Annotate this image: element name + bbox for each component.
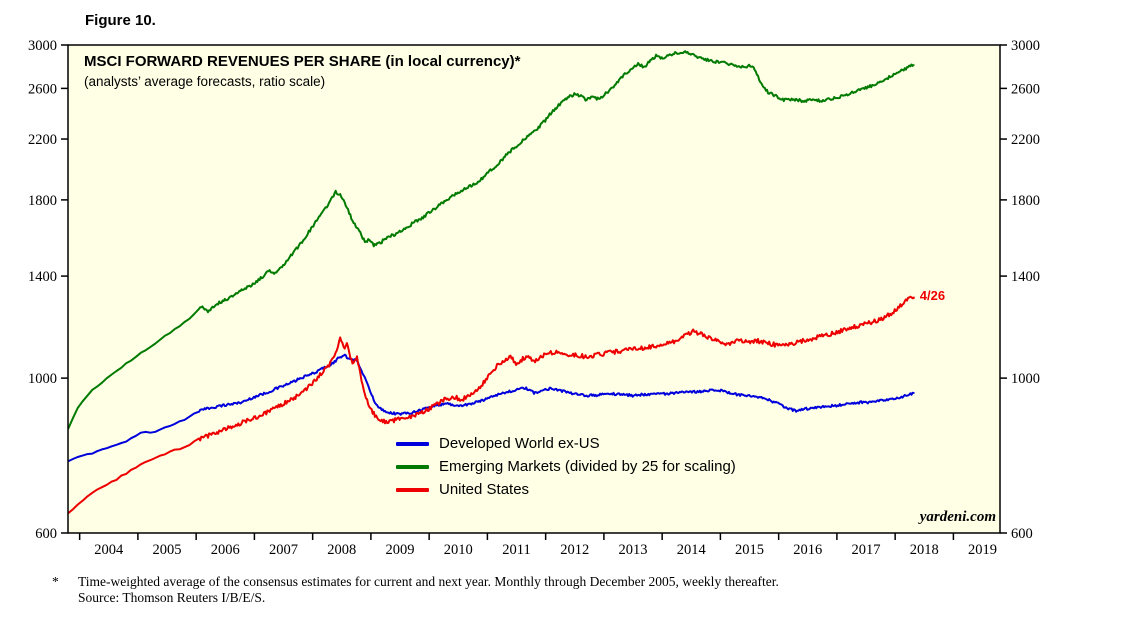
y-tick-label-right: 1000 — [1011, 371, 1040, 387]
latest-value-annotation: 4/26 — [919, 287, 946, 303]
series-line-2 — [68, 295, 915, 515]
legend-swatch-united-states — [396, 487, 429, 492]
x-tick-label: 2004 — [94, 542, 124, 558]
plot-area — [68, 45, 1000, 533]
x-tick-label: 2015 — [735, 542, 764, 558]
x-tick-label: 2013 — [619, 542, 648, 558]
y-tick-label-left: 2200 — [28, 132, 57, 148]
x-tick-label: 2019 — [968, 542, 997, 558]
plot-border — [67, 44, 1001, 534]
x-tick-label: 2010 — [444, 542, 473, 558]
footnote-text: Time-weighted average of the consensus e… — [78, 574, 779, 606]
legend: Developed World ex-US Emerging Markets (… — [396, 435, 736, 498]
chart-title: MSCI FORWARD REVENUES PER SHARE (in loca… — [84, 53, 521, 70]
legend-item-united-states: United States — [396, 481, 736, 498]
x-tick-label: 2007 — [269, 542, 298, 558]
y-tick-label-right: 1800 — [1011, 193, 1040, 209]
x-tick-label: 2006 — [211, 542, 240, 558]
footnote-line1: Time-weighted average of the consensus e… — [78, 574, 779, 589]
x-tick-label: 2011 — [502, 542, 530, 558]
legend-item-emerging-markets: Emerging Markets (divided by 25 for scal… — [396, 458, 736, 475]
x-tick-label: 2009 — [386, 542, 415, 558]
chart-subtitle: (analysts’ average forecasts, ratio scal… — [84, 74, 326, 89]
x-tick-label: 2014 — [677, 542, 707, 558]
footnote: * Time-weighted average of the consensus… — [52, 574, 779, 606]
legend-swatch-developed-world — [396, 441, 429, 446]
watermark: yardeni.com — [919, 509, 996, 525]
x-tick-label: 2018 — [910, 542, 939, 558]
y-tick-label-right: 600 — [1011, 526, 1033, 542]
figure-label: Figure 10. — [85, 12, 156, 29]
legend-label-developed-world: Developed World ex-US — [439, 435, 600, 452]
x-tick-label: 2005 — [153, 542, 182, 558]
x-tick-label: 2016 — [793, 542, 822, 558]
y-tick-label-left: 1000 — [28, 371, 57, 387]
y-tick-label-left: 1400 — [28, 269, 57, 285]
legend-item-developed-world: Developed World ex-US — [396, 435, 736, 452]
y-tick-label-left: 600 — [35, 526, 57, 542]
y-tick-label-left: 2600 — [28, 81, 57, 97]
y-tick-label-right: 2600 — [1011, 81, 1040, 97]
series-line-1 — [68, 50, 915, 430]
legend-swatch-emerging-markets — [396, 464, 429, 469]
series-line-0 — [68, 353, 915, 463]
footnote-source: Source: Thomson Reuters I/B/E/S. — [78, 590, 266, 605]
y-tick-label-right: 2200 — [1011, 132, 1040, 148]
y-tick-label-left: 1800 — [28, 193, 57, 209]
legend-label-emerging-markets: Emerging Markets (divided by 25 for scal… — [439, 458, 736, 475]
y-tick-label-left: 3000 — [28, 38, 57, 54]
legend-label-united-states: United States — [439, 481, 530, 498]
y-tick-label-right: 3000 — [1011, 38, 1040, 54]
x-tick-label: 2008 — [327, 542, 356, 558]
y-tick-label-right: 1400 — [1011, 269, 1040, 285]
x-tick-label: 2012 — [560, 542, 589, 558]
footnote-marker: * — [52, 574, 59, 589]
x-tick-label: 2017 — [852, 542, 881, 558]
